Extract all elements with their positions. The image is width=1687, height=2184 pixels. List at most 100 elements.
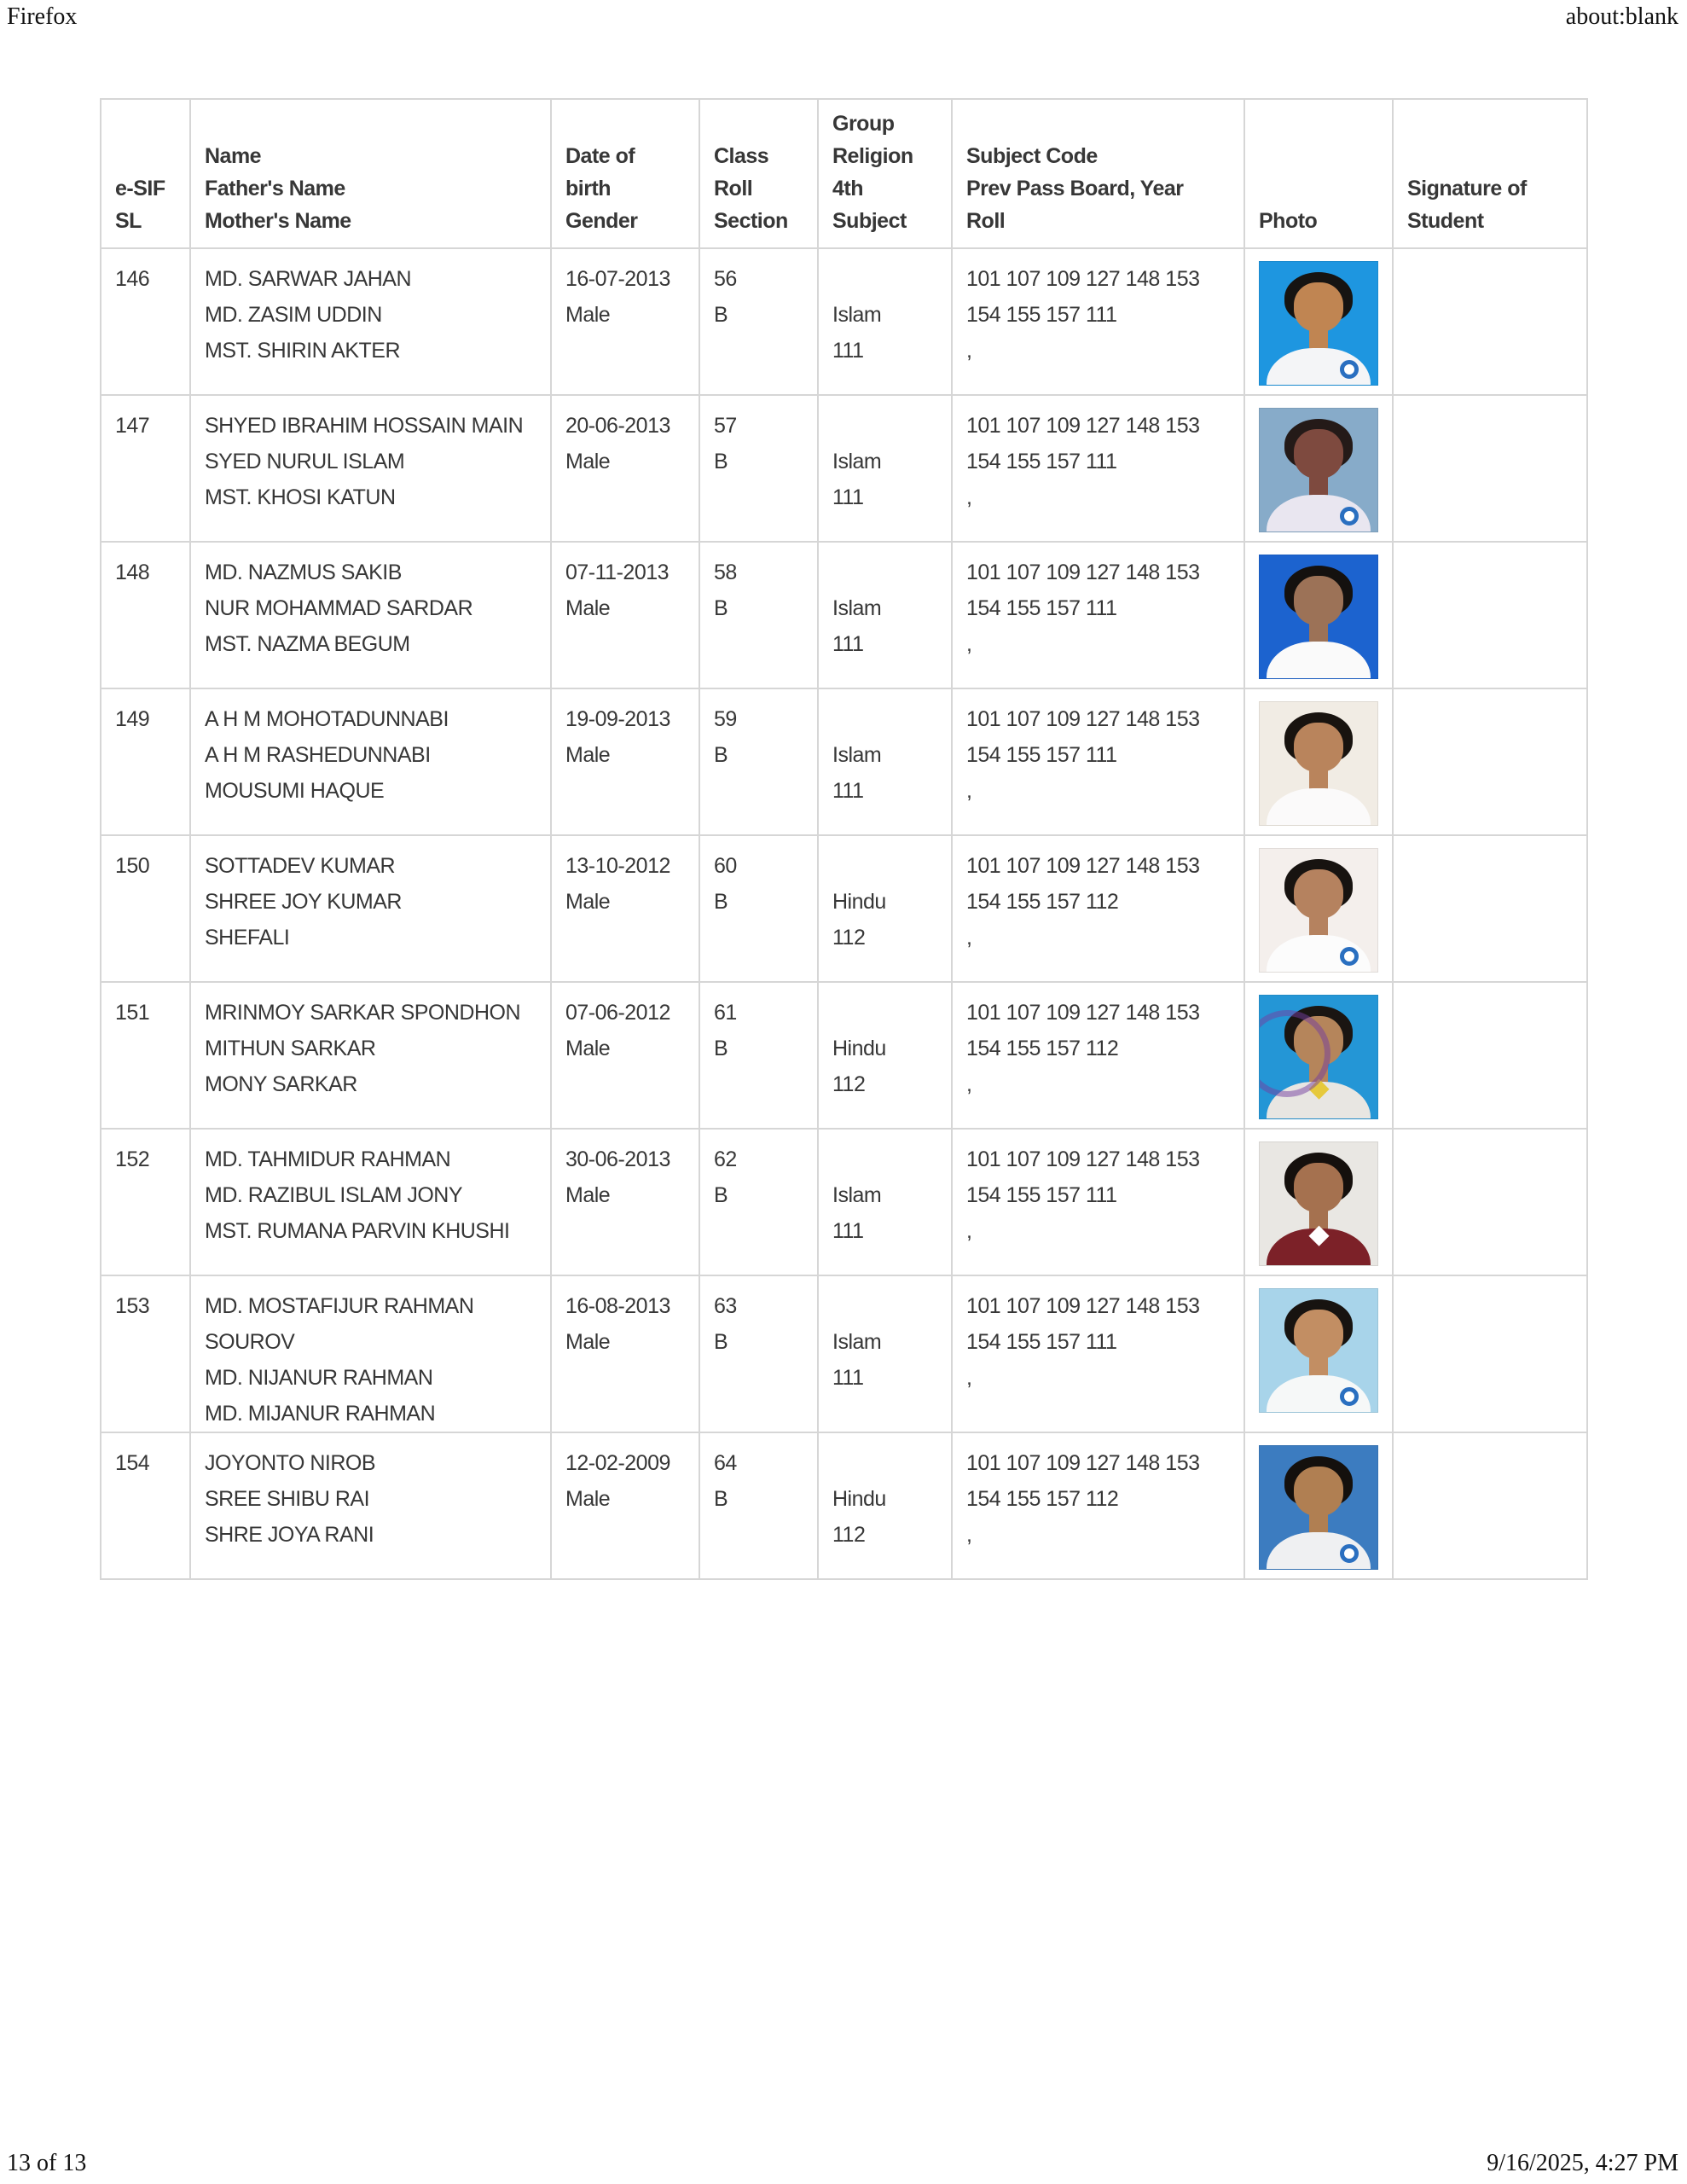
student-row: 154 JOYONTO NIROB SREE SHIBU RAI SHRE JOYA … [100, 1432, 1588, 1580]
header-line: Signature of [1407, 177, 1527, 200]
cell-line: Male [565, 1037, 611, 1060]
cell-line: 101 107 109 127 148 153 [966, 707, 1200, 731]
cell-line: MD. ZASIM UDDIN [205, 303, 382, 327]
student-photo [1259, 701, 1378, 826]
cell-line: , [966, 926, 972, 950]
cell-line: 101 107 109 127 148 153 [966, 1294, 1200, 1318]
cell-line: 101 107 109 127 148 153 [966, 854, 1200, 878]
cell-line: 154 155 157 111 [966, 303, 1117, 327]
cell-signature [1392, 981, 1588, 1130]
cell-line: 154 155 157 111 [966, 1330, 1117, 1354]
cell-subject-codes: 101 107 109 127 148 153 154 155 157 111, [951, 1128, 1245, 1276]
cell-line: Hindu [832, 1037, 886, 1060]
photo-neck [1308, 764, 1329, 793]
student-row: 150 SOTTADEV KUMAR SHREE JOY KUMAR SHEFALI 1… [100, 834, 1588, 983]
cell-line: A H M MOHOTADUNNABI [205, 707, 449, 731]
cell-line: 153 [115, 1294, 150, 1318]
cell-line: 154 155 157 112 [966, 890, 1119, 914]
cell-subject-codes: 101 107 109 127 148 153 154 155 157 112, [951, 1432, 1245, 1580]
student-row: 153 MD. MOSTAFIJUR RAHMAN SOUROV MD. NIJANU… [100, 1275, 1588, 1433]
cell-line: 112 [832, 1072, 866, 1096]
cell-names: MD. MOSTAFIJUR RAHMAN SOUROV MD. NIJANUR R… [189, 1275, 552, 1433]
page-number: 13 of 13 [7, 2150, 87, 2176]
cell-line: 59 [714, 707, 737, 731]
cell-dob-gender: 19-09-2013 Male [550, 688, 700, 836]
cell-photo [1244, 1128, 1394, 1276]
cell-line: SOUROV [205, 1330, 295, 1354]
cell-line: , [966, 632, 972, 656]
cell-line: 101 107 109 127 148 153 [966, 1451, 1200, 1475]
student-photo [1259, 1445, 1378, 1570]
photo-shirt [1267, 787, 1371, 825]
cell-esif-sl: 147 [100, 394, 191, 543]
cell-line: 154 155 157 112 [966, 1487, 1119, 1511]
cell-line: 149 [115, 707, 150, 731]
cell-dob-gender: 07-06-2012 Male [550, 981, 700, 1130]
cell-line: Male [565, 450, 611, 473]
cell-line: 151 [115, 1001, 150, 1025]
cell-dob-gender: 12-02-2009 Male [550, 1432, 700, 1580]
cell-line: SREE SHIBU RAI [205, 1487, 370, 1511]
header-row: e-SIF SL Name Father's Name Mother's Name D… [100, 98, 1588, 249]
cell-roll-section: 61 B [699, 981, 819, 1130]
header-line: Religion [832, 144, 913, 168]
student-photo [1259, 408, 1378, 532]
cell-line: MD. RAZIBUL ISLAM JONY [205, 1183, 463, 1207]
cell-line: SHEFALI [205, 926, 290, 950]
cell-names: SHYED IBRAHIM HOSSAIN MAIN SYED NURUL ISL… [189, 394, 552, 543]
cell-line: 154 [115, 1451, 150, 1475]
header-line: Father's Name [205, 177, 345, 200]
header-line: 4th [832, 177, 864, 200]
cell-line: MD. TAHMIDUR RAHMAN [205, 1147, 451, 1171]
cell-line: MITHUN SARKAR [205, 1037, 376, 1060]
photo-neck [1308, 1350, 1329, 1380]
cell-line: 12-02-2009 [565, 1451, 670, 1475]
cell-line [832, 995, 937, 1031]
cell-photo [1244, 981, 1394, 1130]
cell-line [832, 408, 937, 444]
cell-line [832, 701, 937, 737]
cell-line: , [966, 1072, 972, 1096]
cell-line: Hindu [832, 1487, 886, 1511]
cell-line: 111 [832, 1219, 864, 1243]
cell-line: Male [565, 1330, 611, 1354]
cell-signature [1392, 1432, 1588, 1580]
header-line: Subject Code [966, 144, 1098, 168]
header-line: Section [714, 209, 788, 233]
cell-religion: Islam 111 [817, 1128, 953, 1276]
cell-line: MONY SARKAR [205, 1072, 357, 1096]
cell-line: 19-09-2013 [565, 707, 670, 731]
header-line: Roll [714, 177, 753, 200]
cell-roll-section: 58 B [699, 541, 819, 689]
photo-badge [1339, 359, 1359, 379]
cell-line [832, 848, 937, 884]
cell-names: MD. NAZMUS SAKIB NUR MOHAMMAD SARDAR MST. … [189, 541, 552, 689]
student-row: 148 MD. NAZMUS SAKIB NUR MOHAMMAD SARDAR MS… [100, 541, 1588, 689]
cell-line: 112 [832, 1523, 866, 1547]
cell-esif-sl: 146 [100, 247, 191, 396]
cell-line: 20-06-2013 [565, 414, 670, 438]
cell-line: B [714, 1330, 728, 1354]
cell-subject-codes: 101 107 109 127 148 153 154 155 157 111, [951, 541, 1245, 689]
cell-line: MD. NAZMUS SAKIB [205, 561, 402, 584]
cell-line: B [714, 743, 728, 767]
header-line: Subject [832, 209, 907, 233]
header-line: Name [205, 144, 262, 168]
cell-religion: Hindu 112 [817, 834, 953, 983]
cell-line: 147 [115, 414, 150, 438]
cell-line: 64 [714, 1451, 737, 1475]
cell-photo [1244, 541, 1394, 689]
photo-badge [1339, 946, 1359, 966]
header-line: Date of [565, 144, 635, 168]
cell-line: 30-06-2013 [565, 1147, 670, 1171]
photo-neck [1308, 910, 1329, 940]
photo-stamp [1260, 1010, 1330, 1098]
cell-line: Male [565, 743, 611, 767]
page-url: about:blank [1565, 3, 1678, 30]
photo-neck [1308, 1507, 1329, 1537]
cell-subject-codes: 101 107 109 127 148 153 154 155 157 112, [951, 981, 1245, 1130]
cell-religion: Hindu 112 [817, 1432, 953, 1580]
cell-line: 154 155 157 111 [966, 596, 1117, 620]
cell-line: , [966, 1366, 972, 1390]
